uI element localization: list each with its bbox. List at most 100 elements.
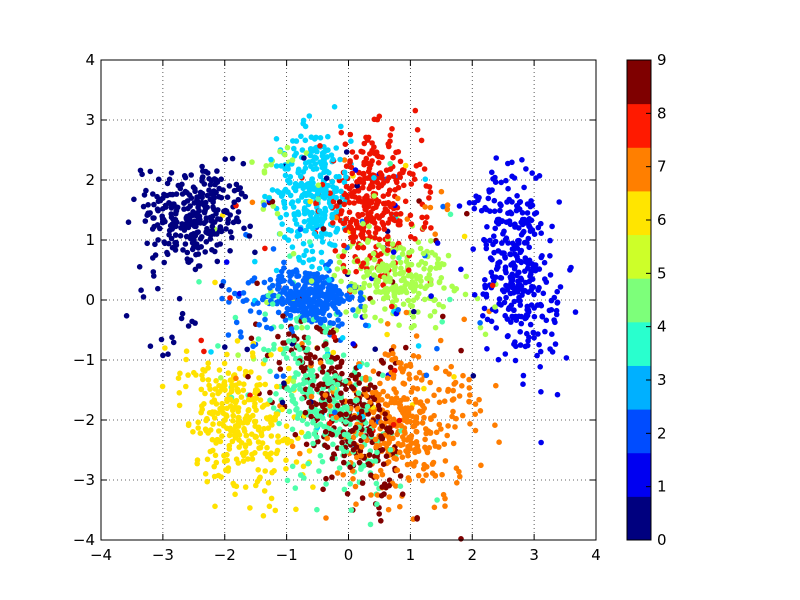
scatter-point-class-7 (467, 392, 473, 398)
scatter-point-class-4 (289, 426, 296, 433)
scatter-point-class-3 (318, 215, 324, 222)
scatter-point-class-1 (490, 278, 497, 284)
scatter-point-class-2 (322, 280, 328, 286)
scatter-point-class-0 (195, 263, 202, 269)
scatter-point-class-5 (411, 322, 417, 329)
scatter-point-class-0 (224, 194, 231, 200)
scatter-point-class-1 (543, 317, 550, 324)
scatter-point-class-1 (519, 210, 526, 216)
scatter-point-class-1 (491, 208, 498, 214)
scatter-point-class-1 (518, 259, 525, 266)
scatter-point-class-4 (305, 346, 311, 352)
scatter-point-class-2 (278, 268, 285, 275)
scatter-point-class-7 (408, 440, 415, 446)
scatter-point-class-3 (279, 221, 286, 227)
scatter-point-class-9 (386, 482, 393, 489)
scatter-point-class-9 (292, 431, 299, 438)
scatter-point-class-4 (348, 507, 355, 513)
scatter-point-class-5 (434, 260, 441, 267)
scatter-point-class-8 (390, 217, 397, 223)
scatter-point-class-1 (541, 259, 548, 266)
scatter-point-class-3 (302, 160, 309, 166)
scatter-point-class-8 (386, 187, 393, 194)
scatter-point-class-2 (267, 276, 274, 283)
scatter-point-class-7 (476, 396, 482, 403)
scatter-point-class-8 (362, 195, 368, 201)
scatter-point-class-7 (370, 409, 377, 416)
scatter-point-class-4 (361, 434, 367, 440)
scatter-point-class-4 (284, 386, 290, 392)
scatter-point-class-0 (210, 204, 216, 210)
scatter-point-class-9 (303, 441, 310, 448)
scatter-point-class-4 (294, 405, 300, 412)
scatter-point-class-1 (537, 364, 543, 370)
scatter-point-class-5 (404, 280, 410, 287)
scatter-point-class-8 (390, 421, 397, 428)
scatter-point-class-1 (507, 251, 514, 258)
scatter-point-class-5 (371, 256, 378, 263)
scatter-point-class-1 (543, 279, 550, 285)
scatter-point-class-8 (411, 176, 418, 182)
scatter-point-class-8 (227, 295, 233, 301)
scatter-point-class-8 (346, 209, 353, 215)
scatter-point-class-9 (356, 459, 363, 466)
scatter-point-class-7 (448, 363, 455, 370)
scatter-point-class-5 (352, 283, 358, 290)
scatter-point-class-3 (305, 181, 311, 187)
scatter-point-class-3 (293, 221, 300, 227)
scatter-point-class-1 (489, 187, 495, 193)
scatter-point-class-1 (531, 231, 538, 237)
scatter-point-class-5 (387, 278, 393, 285)
scatter-point-class-1 (497, 207, 503, 214)
scatter-point-class-5 (397, 259, 404, 266)
scatter-point-class-1 (505, 160, 511, 167)
scatter-point-class-5 (463, 273, 470, 280)
scatter-point-class-4 (315, 196, 322, 202)
scatter-point-class-8 (381, 209, 388, 216)
scatter-point-class-6 (226, 442, 233, 449)
scatter-point-class-6 (384, 331, 390, 338)
scatter-point-class-2 (276, 273, 282, 280)
scatter-point-class-4 (311, 431, 318, 437)
scatter-point-class-1 (505, 185, 511, 192)
scatter-point-class-2 (350, 307, 356, 313)
scatter-point-class-1 (527, 203, 534, 210)
scatter-point-class-5 (441, 285, 447, 291)
scatter-point-class-1 (498, 302, 504, 308)
scatter-point-class-5 (418, 278, 424, 284)
scatter-point-class-1 (530, 284, 537, 291)
scatter-point-class-9 (382, 411, 388, 417)
scatter-point-class-1 (493, 325, 500, 331)
scatter-point-class-2 (282, 317, 289, 323)
scatter-point-class-1 (471, 205, 478, 212)
scatter-point-class-1 (471, 292, 478, 298)
scatter-point-class-1 (503, 269, 509, 276)
scatter-points (123, 104, 579, 542)
scatter-point-class-5 (436, 279, 443, 286)
scatter-point-class-4 (329, 385, 336, 391)
scatter-point-class-6 (213, 378, 219, 384)
scatter-point-class-8 (347, 158, 353, 164)
scatter-point-class-2 (305, 291, 312, 297)
scatter-point-class-5 (374, 283, 380, 290)
scatter-point-class-0 (193, 251, 199, 258)
scatter-point-class-6 (195, 425, 201, 431)
scatter-point-class-6 (275, 439, 281, 445)
scatter-point-class-2 (226, 287, 232, 293)
scatter-point-class-7 (413, 375, 420, 381)
scatter-point-class-7 (417, 409, 424, 416)
scatter-point-class-5 (261, 168, 268, 174)
scatter-point-class-0 (172, 247, 179, 253)
scatter-point-class-9 (323, 341, 329, 347)
scatter-point-class-8 (343, 183, 350, 190)
scatter-point-class-3 (300, 117, 307, 124)
scatter-point-class-5 (373, 289, 379, 295)
scatter-point-class-5 (399, 251, 406, 257)
scatter-point-class-4 (261, 346, 267, 353)
scatter-point-class-0 (123, 313, 130, 319)
scatter-point-class-8 (339, 253, 346, 260)
scatter-point-class-0 (149, 226, 156, 232)
scatter-point-class-7 (438, 188, 445, 195)
scatter-point-class-6 (298, 429, 305, 436)
x-tick-label: 0 (344, 546, 354, 564)
